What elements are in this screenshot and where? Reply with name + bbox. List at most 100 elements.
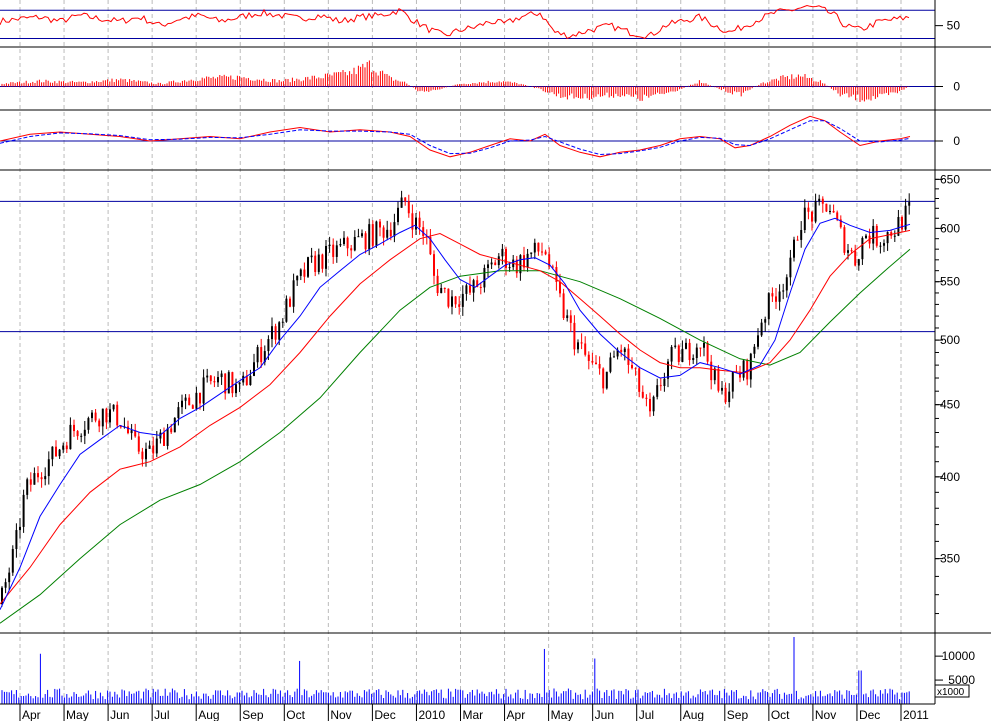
candle-body: [29, 479, 32, 485]
candle-body: [238, 382, 241, 385]
candle-body: [440, 287, 443, 294]
right-axis-ticks: [935, 25, 943, 681]
candle-body: [829, 210, 831, 212]
candle-body: [155, 438, 158, 454]
candle-body: [857, 259, 860, 266]
candle-body: [789, 257, 792, 278]
candle-body: [753, 346, 756, 354]
candle-body: [361, 233, 363, 237]
moving-average-slow: [0, 248, 911, 624]
candle-body: [886, 232, 889, 244]
x-axis-label: Jul: [639, 708, 654, 721]
candle-body: [451, 296, 453, 307]
candle-body: [375, 221, 378, 246]
x-axis-label: Apr: [507, 708, 526, 721]
candle-body: [591, 360, 594, 363]
rsi-line: [0, 4, 910, 40]
oscillator-panel: [0, 115, 935, 158]
x-axis-label: Mar: [463, 708, 484, 721]
candle-body: [865, 235, 867, 238]
candle-body: [613, 356, 615, 358]
candle-body: [260, 347, 263, 363]
candle-body: [879, 245, 882, 247]
candle-body: [796, 239, 799, 241]
candle-body: [670, 346, 673, 362]
candle-body: [328, 244, 331, 246]
candle-body: [422, 227, 425, 237]
oscillator-tick-label: 0: [953, 134, 960, 148]
candle-body: [15, 530, 18, 550]
volume-tick-labels: 10000 5000: [942, 649, 976, 687]
x-axis-label: Nov: [330, 708, 351, 721]
candle-body: [22, 494, 25, 527]
candle-body: [307, 257, 309, 277]
candle-body: [181, 400, 183, 408]
candle-body: [649, 398, 651, 412]
moving-average-fast: [0, 217, 911, 610]
x-axis-label: Sep: [727, 708, 749, 721]
candle-body: [170, 428, 173, 433]
candle-body: [537, 242, 540, 252]
candle-body: [418, 217, 421, 228]
candle-body: [245, 375, 248, 385]
candle-body: [847, 250, 849, 253]
candle-body: [415, 217, 417, 230]
moving-average-mid: [0, 229, 911, 605]
candle-body: [811, 211, 813, 222]
candle-body: [713, 368, 716, 381]
candle-body: [584, 343, 587, 355]
oscillator-main-line: [0, 115, 911, 158]
candle-body: [58, 449, 61, 457]
candle-body: [760, 322, 763, 336]
candle-body: [116, 404, 119, 426]
candle-body: [299, 269, 302, 276]
candle-body: [289, 298, 291, 307]
candle-body: [310, 255, 313, 258]
candle-body: [580, 342, 583, 344]
candle-body: [4, 582, 7, 588]
candle-body: [393, 222, 396, 237]
candle-body: [850, 250, 853, 252]
candle-body: [487, 264, 489, 268]
candle-body: [19, 526, 21, 531]
candle-body: [166, 428, 169, 446]
candle-body: [350, 248, 353, 251]
candle-body: [479, 286, 482, 288]
candle-body: [343, 237, 345, 245]
candle-body: [577, 342, 579, 350]
candle-body: [631, 364, 633, 369]
candle-body: [332, 244, 335, 257]
candle-body: [65, 445, 68, 450]
candle-body: [839, 219, 842, 228]
candle-body: [775, 296, 777, 302]
candle-body: [11, 549, 14, 573]
panel-borders: [0, 46, 991, 634]
candle-body: [739, 372, 741, 378]
candle-body: [173, 417, 176, 433]
candle-body: [253, 362, 255, 376]
candle-body: [433, 254, 435, 276]
x-axis-labels: Apr May Jun Jul Aug Sep Oct Nov Dec 2010 Mar Apr May…: [22, 708, 929, 721]
candle-body: [33, 473, 36, 485]
candle-body: [231, 372, 234, 394]
candle-body: [407, 201, 410, 214]
candle-body: [98, 420, 101, 427]
candle-body: [465, 285, 468, 294]
x-axis-label: 2010: [418, 708, 445, 721]
candle-body: [746, 360, 749, 380]
candle-body: [199, 392, 201, 404]
candle-body: [26, 479, 29, 495]
candle-body: [83, 429, 86, 436]
candle-body: [227, 372, 230, 394]
candle-body: [530, 252, 533, 254]
candle-body: [224, 373, 227, 394]
x-axis-label: Nov: [815, 708, 836, 721]
candle-body: [688, 342, 691, 361]
candle-body: [476, 280, 479, 287]
x-axis-label: May: [551, 708, 574, 721]
candle-body: [728, 391, 731, 403]
candle-body: [94, 412, 97, 421]
candle-body: [382, 227, 385, 238]
candle-body: [217, 377, 219, 383]
